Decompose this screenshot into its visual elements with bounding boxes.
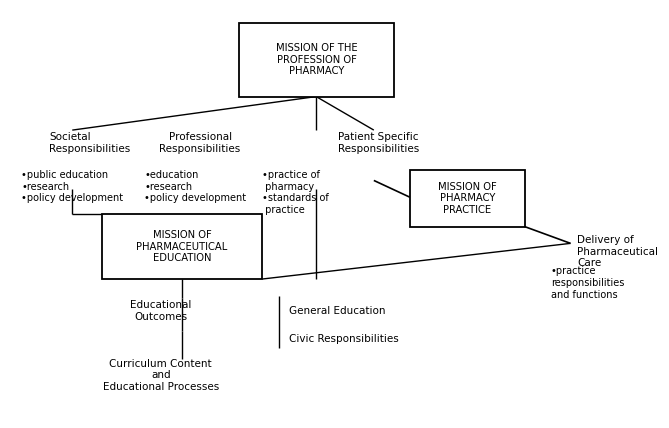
Text: MISSION OF
PHARMACY
PRACTICE: MISSION OF PHARMACY PRACTICE	[438, 181, 496, 215]
Text: MISSION OF THE
PROFESSION OF
PHARMACY: MISSION OF THE PROFESSION OF PHARMACY	[276, 43, 357, 77]
Text: General Education: General Education	[288, 306, 385, 316]
FancyBboxPatch shape	[410, 170, 524, 226]
Text: •practice
responsibilities
and functions: •practice responsibilities and functions	[551, 266, 624, 300]
Text: Delivery of
Pharmaceutical
Care: Delivery of Pharmaceutical Care	[577, 235, 658, 268]
Text: •education
•research
•policy development: •education •research •policy development	[145, 170, 246, 203]
Text: MISSION OF
PHARMACEUTICAL
EDUCATION: MISSION OF PHARMACEUTICAL EDUCATION	[136, 230, 227, 263]
Text: Civic Responsibilities: Civic Responsibilities	[288, 333, 398, 344]
Text: Curriculum Content
and
Educational Processes: Curriculum Content and Educational Proce…	[102, 359, 219, 392]
FancyBboxPatch shape	[102, 214, 262, 279]
FancyBboxPatch shape	[240, 23, 393, 97]
Text: Patient Specific
Responsibilities: Patient Specific Responsibilities	[338, 132, 419, 154]
Text: Societal
Responsibilities: Societal Responsibilities	[50, 132, 130, 154]
Text: Professional
Responsibilities: Professional Responsibilities	[159, 132, 241, 154]
Text: Educational
Outcomes: Educational Outcomes	[130, 300, 191, 321]
Text: •practice of
 pharmacy
•standards of
 practice: •practice of pharmacy •standards of prac…	[262, 170, 329, 215]
Text: •public education
•research
•policy development: •public education •research •policy deve…	[21, 170, 123, 203]
